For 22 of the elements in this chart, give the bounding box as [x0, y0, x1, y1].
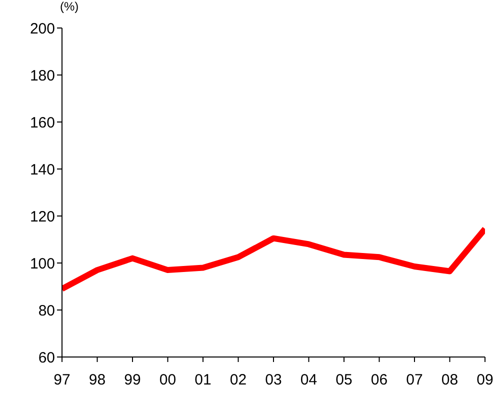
x-tick-label: 05 — [336, 372, 352, 389]
y-tick-label: 140 — [30, 161, 55, 178]
x-tick-label: 06 — [370, 372, 388, 389]
x-tick-label: 09 — [476, 372, 494, 389]
x-tick-label: 00 — [159, 372, 176, 389]
x-tick-label: 04 — [300, 372, 318, 389]
y-tick-label: 180 — [30, 67, 55, 84]
x-tick-label: 07 — [406, 372, 423, 389]
x-tick-label: 03 — [265, 372, 282, 389]
y-tick-label: 120 — [30, 208, 55, 226]
x-tick-label: 99 — [124, 372, 141, 389]
x-tick-label: 98 — [88, 372, 106, 389]
x-tick-label: 01 — [194, 372, 212, 389]
y-axis-title: (%) — [60, 0, 79, 14]
y-tick-label: 160 — [30, 114, 55, 132]
x-tick-label: 08 — [441, 372, 458, 389]
y-tick-label: 100 — [30, 255, 55, 272]
x-tick-label: 97 — [54, 372, 70, 389]
y-tick-label: 60 — [38, 349, 55, 366]
x-tick-label: 02 — [230, 372, 247, 389]
y-tick-label: 200 — [30, 20, 55, 38]
y-tick-label: 80 — [38, 302, 55, 320]
